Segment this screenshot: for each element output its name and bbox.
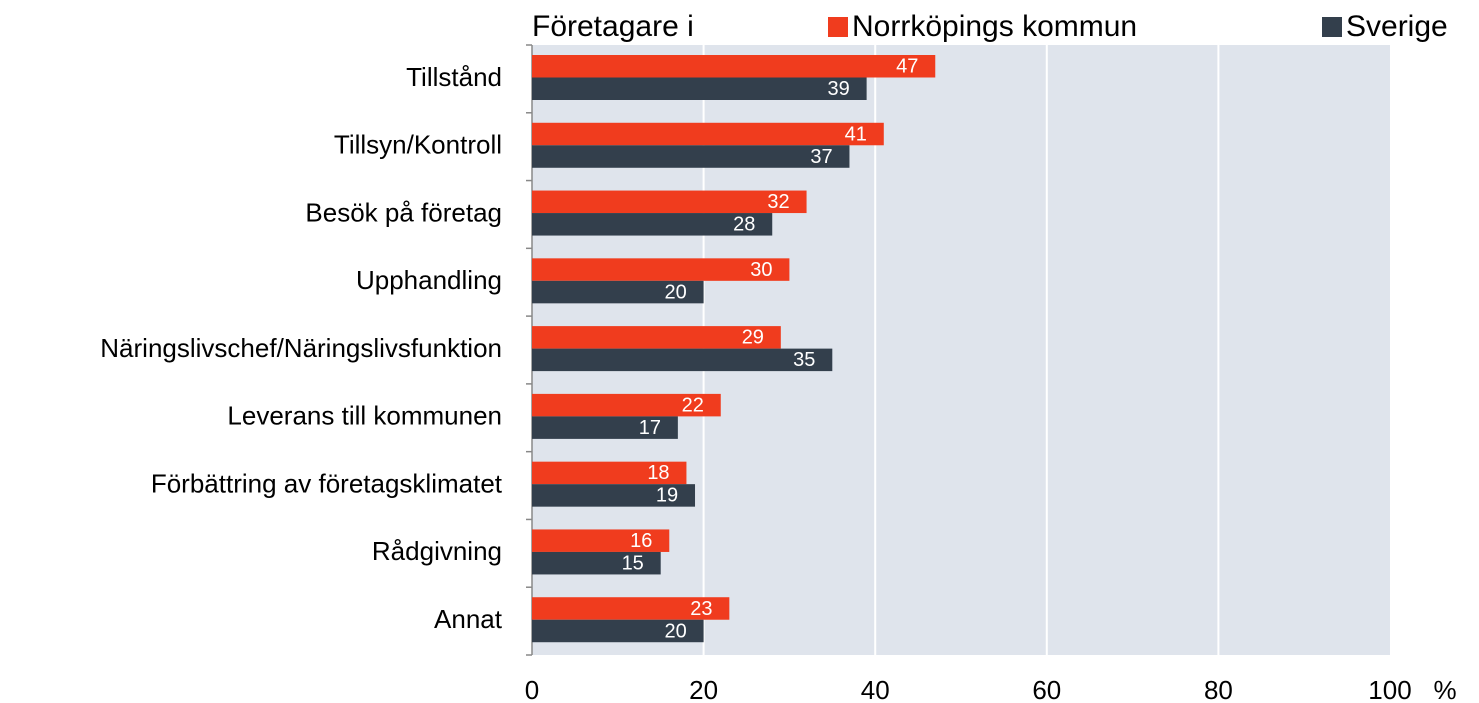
x-tick-label: 80 bbox=[1204, 675, 1233, 703]
bar bbox=[532, 416, 678, 439]
y-tick-label: Upphandling bbox=[356, 265, 502, 295]
value-label: 32 bbox=[767, 191, 789, 213]
value-label: 22 bbox=[682, 394, 704, 416]
value-label: 47 bbox=[896, 56, 918, 78]
value-label: 16 bbox=[630, 530, 652, 552]
x-tick-label: 20 bbox=[689, 675, 718, 703]
legend-swatch bbox=[828, 17, 848, 37]
bar bbox=[532, 326, 781, 349]
value-label: 30 bbox=[750, 259, 772, 281]
bar bbox=[532, 55, 936, 78]
legend-label: Norrköpings kommun bbox=[852, 10, 1137, 43]
y-tick-label: Besök på företag bbox=[305, 197, 502, 227]
bar bbox=[532, 393, 721, 417]
legend-title: Företagare i bbox=[532, 10, 694, 43]
y-tick-label: Rådgivning bbox=[372, 536, 502, 566]
y-tick-label: Förbättring av företagsklimatet bbox=[151, 468, 503, 498]
x-tick-label: 100 bbox=[1368, 675, 1411, 703]
bar bbox=[532, 280, 704, 304]
bar bbox=[532, 484, 696, 507]
value-label: 15 bbox=[622, 552, 644, 574]
bar bbox=[532, 529, 670, 552]
value-label: 39 bbox=[827, 78, 849, 100]
y-tick-label: Näringslivschef/Näringslivsfunktion bbox=[100, 333, 502, 363]
y-tick-label: Tillsyn/Kontroll bbox=[334, 130, 502, 160]
x-tick-label: 0 bbox=[525, 675, 539, 703]
bar bbox=[532, 551, 661, 575]
value-label: 29 bbox=[742, 327, 764, 349]
value-label: 19 bbox=[656, 485, 678, 507]
value-label: 23 bbox=[690, 598, 712, 620]
value-label: 35 bbox=[793, 349, 815, 371]
x-tick-label: 60 bbox=[1032, 675, 1061, 703]
value-label: 18 bbox=[647, 462, 669, 484]
bar bbox=[532, 77, 867, 100]
value-label: 41 bbox=[845, 123, 867, 145]
y-tick-label: Tillstånd bbox=[406, 62, 502, 92]
bar bbox=[532, 122, 884, 146]
legend-swatch bbox=[1322, 17, 1342, 37]
y-tick-label: Annat bbox=[434, 604, 503, 634]
value-label: 28 bbox=[733, 214, 755, 236]
value-label: 37 bbox=[810, 146, 832, 168]
bar bbox=[532, 619, 704, 643]
value-label: 17 bbox=[639, 417, 661, 439]
value-label: 20 bbox=[664, 620, 686, 642]
x-tick-label: 40 bbox=[861, 675, 890, 703]
bar bbox=[532, 190, 807, 214]
bar bbox=[532, 258, 790, 281]
bar bbox=[532, 145, 850, 168]
value-label: 20 bbox=[664, 281, 686, 303]
bar bbox=[532, 597, 730, 620]
bar bbox=[532, 213, 773, 236]
bar bbox=[532, 461, 687, 485]
bar bbox=[532, 348, 833, 372]
legend-label: Sverige bbox=[1346, 10, 1448, 43]
y-tick-label: Leverans till kommunen bbox=[227, 401, 502, 431]
x-axis-unit: % bbox=[1433, 675, 1456, 703]
